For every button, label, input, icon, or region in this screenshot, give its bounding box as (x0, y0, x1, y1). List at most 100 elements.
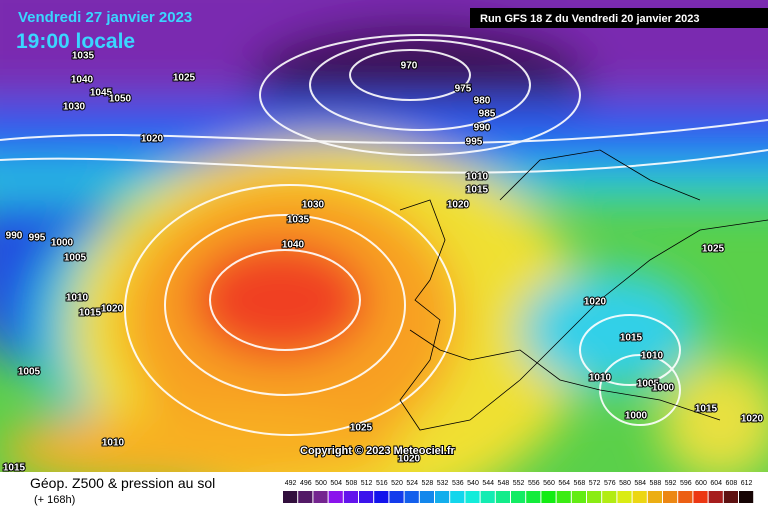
isobar-label: 995 (466, 137, 483, 148)
isobar-label: 995 (29, 233, 46, 244)
isobar-label: 1010 (466, 172, 489, 183)
isobar-label: 1010 (102, 438, 125, 449)
scale-label: 552 (513, 480, 525, 487)
isobar-label: 1040 (282, 240, 305, 251)
scale-swatch (450, 491, 465, 503)
isobar-label: 1030 (63, 102, 86, 113)
scale-swatch (708, 491, 723, 503)
scale-label: 568 (574, 480, 586, 487)
scale-label: 524 (406, 480, 418, 487)
scale-swatch (556, 491, 571, 503)
isobar-label: 990 (6, 231, 23, 242)
scale-label: 532 (437, 480, 449, 487)
scale-swatch (283, 491, 298, 503)
scale-swatch (647, 491, 662, 503)
scale-label: 592 (665, 480, 677, 487)
scale-label: 580 (619, 480, 631, 487)
run-box (470, 8, 768, 28)
isobar-label: 1035 (287, 215, 310, 226)
scale-label: 608 (726, 480, 738, 487)
scale-label: 588 (650, 480, 662, 487)
isobar-label: 1045 (90, 88, 113, 99)
isobar-label: 1010 (66, 293, 89, 304)
scale-swatch (587, 491, 602, 503)
isobar-label: 1015 (695, 404, 718, 415)
scale-swatch (632, 491, 647, 503)
scale-label: 600 (695, 480, 707, 487)
scale-label: 520 (391, 480, 403, 487)
scale-label: 504 (330, 480, 342, 487)
scale-swatch (298, 491, 313, 503)
isobar-label: 1015 (79, 308, 102, 319)
isobar-label: 1020 (447, 200, 470, 211)
scale-label: 528 (422, 480, 434, 487)
isobar-label: 970 (401, 61, 418, 72)
forecast-time: 19:00 locale (16, 30, 135, 53)
isobar-label: 1025 (173, 73, 196, 84)
isobar-label: 1050 (109, 94, 132, 105)
scale-swatch (495, 491, 510, 503)
scale-label: 604 (710, 480, 722, 487)
scale-label: 576 (604, 480, 616, 487)
scale-swatch (571, 491, 586, 503)
isobar-label: 1020 (101, 304, 124, 315)
scale-swatch (617, 491, 632, 503)
isobar-label: 990 (474, 123, 491, 134)
scale-label: 508 (346, 480, 358, 487)
scale-swatch (465, 491, 480, 503)
scale-swatch (602, 491, 617, 503)
isobar-label: 1005 (18, 367, 41, 378)
scale-swatch (343, 491, 358, 503)
scale-label: 560 (543, 480, 555, 487)
isobar-label: 1000 (652, 383, 675, 394)
isobar-label: 985 (479, 109, 496, 120)
scale-swatch (419, 491, 434, 503)
isobar-label: 980 (474, 96, 491, 107)
legend-subtitle: (+ 168h) (34, 494, 75, 506)
run-info: Run GFS 18 Z du Vendredi 20 janvier 2023 (480, 13, 699, 25)
scale-swatch (678, 491, 693, 503)
isobar-label: 1005 (64, 253, 87, 264)
scale-label: 584 (634, 480, 646, 487)
scale-label: 612 (741, 480, 753, 487)
isobar-label: 975 (455, 84, 472, 95)
forecast-date: Vendredi 27 janvier 2023 (18, 9, 192, 26)
scale-swatch (359, 491, 374, 503)
scale-swatch (435, 491, 450, 503)
scale-label: 516 (376, 480, 388, 487)
scale-label: 512 (361, 480, 373, 487)
isobar-label: 1020 (398, 454, 421, 465)
scale-swatch (313, 491, 328, 503)
scale-swatch (328, 491, 343, 503)
scale-swatch (541, 491, 556, 503)
isobar-label: 1000 (51, 238, 74, 249)
isobar-label: 1025 (350, 423, 373, 434)
scale-swatch (739, 491, 754, 503)
scale-label: 548 (498, 480, 510, 487)
scale-label: 496 (300, 480, 312, 487)
isobar-label: 1015 (3, 463, 26, 474)
isobar-label: 1015 (466, 185, 489, 196)
isobar-label: 1025 (702, 244, 725, 255)
isobar-label: 1020 (141, 134, 164, 145)
scale-label: 540 (467, 480, 479, 487)
isobar-label: 1015 (620, 333, 643, 344)
isobar-label: 1010 (641, 351, 664, 362)
isobar-label: 1040 (71, 75, 94, 86)
isobar-label: 1005 (637, 379, 660, 390)
scale-label: 564 (558, 480, 570, 487)
isobar-label: 1010 (589, 373, 612, 384)
isobar-label: 1000 (625, 411, 648, 422)
scale-swatch (693, 491, 708, 503)
scale-label: 596 (680, 480, 692, 487)
scale-label: 536 (452, 480, 464, 487)
isobar-label: 1030 (302, 200, 325, 211)
legend-title: Géop. Z500 & pression au sol (30, 475, 215, 491)
scale-swatch (723, 491, 738, 503)
isobar-label: 1020 (584, 297, 607, 308)
scale-swatch (663, 491, 678, 503)
scale-swatch (389, 491, 404, 503)
scale-swatch (404, 491, 419, 503)
